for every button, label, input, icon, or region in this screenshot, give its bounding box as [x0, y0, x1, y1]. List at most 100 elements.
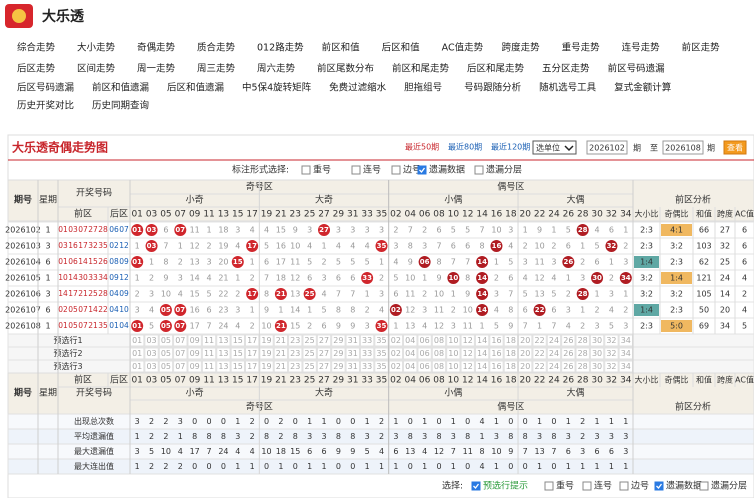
preview-cell[interactable]: [417, 334, 432, 347]
nav-link[interactable]: 号码跟随分析: [464, 82, 522, 94]
preview-cell[interactable]: [345, 360, 360, 373]
preview-cell[interactable]: [273, 360, 289, 373]
preview-number[interactable]: 28: [578, 336, 588, 345]
preview-cell[interactable]: [589, 334, 605, 347]
preview-number[interactable]: 14: [477, 336, 487, 345]
preview-cell[interactable]: [532, 347, 547, 360]
preview-number[interactable]: 32: [606, 362, 616, 371]
preview-number[interactable]: 14: [477, 349, 487, 358]
preview-cell[interactable]: [446, 347, 461, 360]
nav-link[interactable]: 中5保4旋转矩阵: [242, 82, 312, 94]
preview-number[interactable]: 25: [305, 336, 315, 345]
preview-cell[interactable]: [216, 360, 231, 373]
preview-number[interactable]: 07: [175, 362, 185, 371]
preview-number[interactable]: 21: [276, 336, 286, 345]
nav-link[interactable]: 重号走势: [562, 42, 601, 54]
footer-option[interactable]: 遗漏分层: [711, 480, 747, 492]
preview-cell[interactable]: [216, 334, 231, 347]
preview-number[interactable]: 01: [132, 349, 142, 358]
preview-number[interactable]: 29: [333, 336, 343, 345]
nav-link[interactable]: 012路走势: [257, 42, 304, 54]
nav-link[interactable]: 后区和值: [382, 42, 421, 54]
preview-number[interactable]: 23: [290, 362, 300, 371]
preview-cell[interactable]: [144, 334, 159, 347]
preview-cell[interactable]: [431, 360, 447, 373]
nav-link[interactable]: 周六走势: [257, 63, 296, 75]
preview-cell[interactable]: [316, 347, 332, 360]
checkbox[interactable]: [582, 481, 592, 491]
button-label[interactable]: 查看: [727, 143, 743, 153]
select-label[interactable]: 选单位: [536, 143, 560, 153]
preview-cell[interactable]: [604, 334, 619, 347]
checkbox[interactable]: [351, 165, 361, 175]
preview-number[interactable]: 01: [132, 362, 142, 371]
preview-number[interactable]: 19: [261, 349, 271, 358]
preview-cell[interactable]: [216, 347, 231, 360]
checkbox[interactable]: [619, 481, 629, 491]
preview-cell[interactable]: [403, 347, 418, 360]
preview-cell[interactable]: [173, 360, 188, 373]
preview-cell[interactable]: [302, 347, 317, 360]
preview-cell[interactable]: [474, 347, 490, 360]
preview-cell[interactable]: [288, 347, 303, 360]
preview-cell[interactable]: [187, 334, 202, 347]
preview-number[interactable]: 12: [463, 349, 473, 358]
preview-number[interactable]: 34: [621, 362, 631, 371]
preview-number[interactable]: 08: [434, 336, 444, 345]
preview-cell[interactable]: [273, 347, 289, 360]
preview-number[interactable]: 12: [463, 336, 473, 345]
input[interactable]: [662, 140, 704, 155]
preview-number[interactable]: 14: [477, 362, 487, 371]
preview-cell[interactable]: [144, 360, 159, 373]
nav-link[interactable]: 免费过滤缩水: [329, 82, 387, 94]
preview-number[interactable]: 22: [534, 362, 544, 371]
preview-cell[interactable]: [230, 334, 245, 347]
checkbox[interactable]: [544, 481, 554, 491]
preview-cell[interactable]: [230, 360, 245, 373]
preview-number[interactable]: 04: [405, 336, 415, 345]
option-label[interactable]: 边号: [403, 165, 421, 176]
preview-number[interactable]: 11: [204, 336, 214, 345]
preview-number[interactable]: 23: [290, 349, 300, 358]
preview-cell[interactable]: [331, 334, 346, 347]
preview-cell[interactable]: [345, 334, 360, 347]
preview-number[interactable]: 09: [190, 336, 200, 345]
preview-number[interactable]: 35: [376, 349, 386, 358]
preview-cell[interactable]: [158, 334, 174, 347]
preview-number[interactable]: 13: [218, 362, 228, 371]
preview-cell[interactable]: [331, 347, 346, 360]
preview-number[interactable]: 06: [420, 336, 430, 345]
preview-number[interactable]: 32: [606, 349, 616, 358]
preview-number[interactable]: 10: [448, 349, 458, 358]
preview-number[interactable]: 26: [563, 336, 573, 345]
preview-cell[interactable]: [546, 334, 562, 347]
preview-cell[interactable]: [316, 360, 332, 373]
preview-number[interactable]: 27: [319, 349, 329, 358]
preview-number[interactable]: 26: [563, 349, 573, 358]
checkbox[interactable]: [654, 481, 664, 491]
preview-number[interactable]: 22: [534, 349, 544, 358]
preview-cell[interactable]: [431, 334, 447, 347]
preview-cell[interactable]: [187, 360, 202, 373]
preview-number[interactable]: 20: [520, 349, 530, 358]
nav-link[interactable]: 大小走势: [77, 42, 116, 54]
preview-number[interactable]: 26: [563, 362, 573, 371]
preview-number[interactable]: 22: [534, 336, 544, 345]
preview-cell[interactable]: [446, 360, 461, 373]
footer-option[interactable]: 预选行提示: [483, 480, 528, 492]
preview-number[interactable]: 15: [233, 336, 243, 345]
preview-number[interactable]: 21: [276, 349, 286, 358]
preview-number[interactable]: 30: [592, 349, 602, 358]
checkbox[interactable]: [301, 165, 311, 175]
preview-cell[interactable]: [460, 334, 475, 347]
preview-number[interactable]: 03: [146, 362, 156, 371]
preview-cell[interactable]: [359, 360, 375, 373]
range-link[interactable]: 最近50期: [405, 142, 439, 152]
preview-number[interactable]: 05: [161, 362, 171, 371]
preview-cell[interactable]: [589, 360, 605, 373]
preview-number[interactable]: 27: [319, 336, 329, 345]
preview-number[interactable]: 05: [161, 349, 171, 358]
preview-number[interactable]: 13: [218, 349, 228, 358]
preview-number[interactable]: 15: [233, 362, 243, 371]
preview-cell[interactable]: [575, 360, 590, 373]
